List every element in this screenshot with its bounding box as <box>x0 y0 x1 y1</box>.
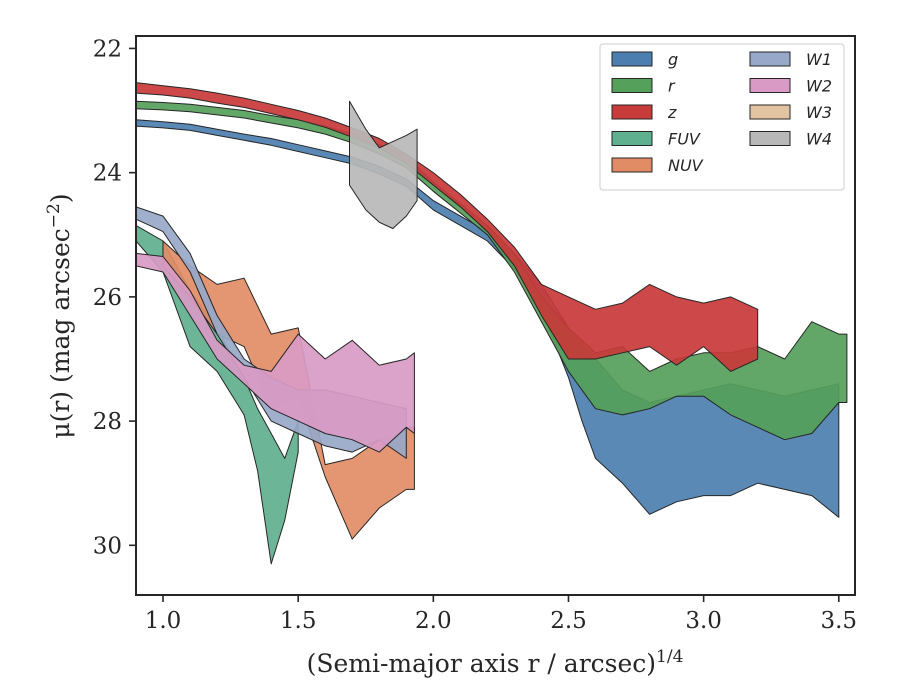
y-tick-label: 24 <box>93 161 122 187</box>
x-axis-label-exponent: 1/4 <box>656 647 683 667</box>
legend-item-w1: W1 <box>749 50 832 69</box>
legend-swatch <box>749 51 791 67</box>
y-tick-label: 26 <box>93 285 122 311</box>
x-tick-label: 2.5 <box>550 608 587 634</box>
legend-swatch <box>749 104 791 120</box>
x-tick-label: 3.5 <box>820 608 857 634</box>
x-tick-label: 2.0 <box>415 608 452 634</box>
legend-swatch <box>611 104 653 120</box>
legend-item-r: r <box>611 77 676 96</box>
legend-item-w2: W2 <box>749 77 832 96</box>
legend-swatch <box>749 131 791 146</box>
x-tick-label: 1.5 <box>280 608 317 634</box>
legend-label: r <box>668 77 676 96</box>
legend-swatch <box>749 78 791 93</box>
legend-swatch <box>611 131 653 146</box>
y-tick-label: 22 <box>93 36 122 62</box>
legend-swatch <box>611 78 653 93</box>
legend-label: W1 <box>806 50 832 69</box>
y-axis-label-text: μ(r) (mag arcsec <box>46 228 75 438</box>
legend-item-w4: W4 <box>749 130 832 149</box>
x-axis-label-text: (Semi-major axis r / arcsec) <box>307 649 656 678</box>
x-axis-label: (Semi-major axis r / arcsec)1/4 <box>307 647 684 678</box>
legend-label: FUV <box>668 130 701 149</box>
legend-item-fuv: FUV <box>611 130 701 149</box>
legend-item-nuv: NUV <box>611 156 704 175</box>
plot-frame <box>135 35 856 596</box>
legend: grz FUV NUV W1 W2 W3 W4 <box>599 43 845 191</box>
band-w2 <box>136 252 415 453</box>
y-axis-label: μ(r) (mag arcsec−2) <box>44 193 75 438</box>
legend-label: W3 <box>806 103 832 122</box>
legend-item-g: g <box>611 50 678 69</box>
x-tick-label: 3.0 <box>685 608 722 634</box>
legend-item-z: z <box>611 103 677 122</box>
x-axis: 1.0 1.5 2.0 2.5 3.0 3.5 <box>145 595 857 634</box>
legend-label: g <box>668 50 678 69</box>
legend-swatch <box>611 157 653 173</box>
y-axis-label-close: ) <box>46 193 75 203</box>
legend-swatch <box>611 51 653 67</box>
y-axis: 22 24 26 28 30 <box>93 36 136 559</box>
legend-label: NUV <box>668 156 704 175</box>
y-axis-label-exponent: −2 <box>44 203 64 228</box>
band-w4 <box>349 100 418 229</box>
legend-label: W4 <box>806 130 832 149</box>
series-layer <box>136 82 848 565</box>
y-tick-label: 30 <box>93 533 122 559</box>
legend-label: z <box>667 103 677 122</box>
y-tick-label: 28 <box>93 409 122 435</box>
legend-label: W2 <box>806 77 832 96</box>
legend-item-w3: W3 <box>749 103 832 122</box>
x-tick-label: 1.0 <box>145 608 182 634</box>
